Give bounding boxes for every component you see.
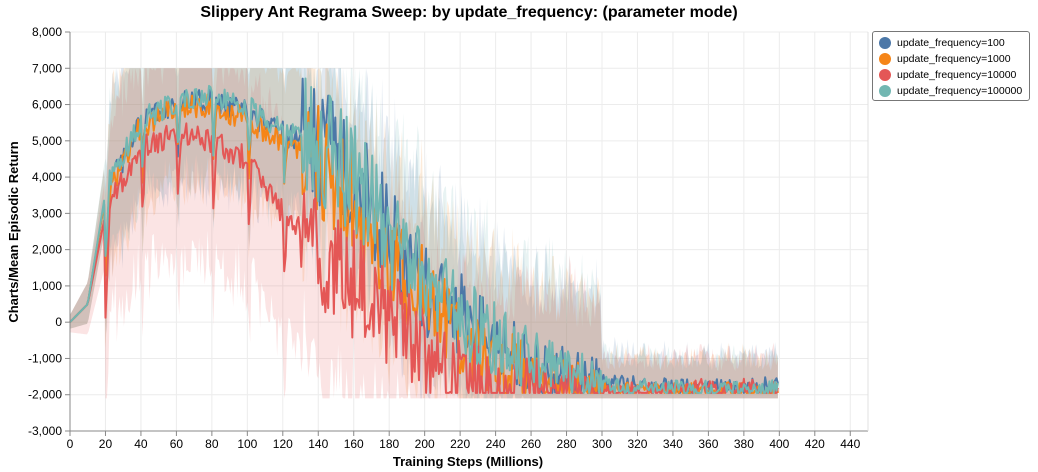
x-tick-label: 200 — [415, 437, 435, 451]
x-axis-title: Training Steps (Millions) — [393, 454, 543, 469]
y-tick-labels: 8,000 7,000 6,000 5,000 4,000 3,000 2,000 1,000… — [28, 25, 62, 438]
y-tick-label: -3,000 — [28, 424, 62, 438]
legend-label: update_frequency=100 — [897, 37, 1005, 49]
x-tick-label: 420 — [805, 437, 825, 451]
x-tick-label: 220 — [450, 437, 470, 451]
x-tick-label: 180 — [379, 437, 399, 451]
x-tick-label: 0 — [67, 437, 74, 451]
x-tick-label: 40 — [134, 437, 148, 451]
x-tick-label: 400 — [769, 437, 789, 451]
chart-title: Slippery Ant Regrama Sweep: by update_fr… — [200, 4, 738, 21]
x-tick-label: 320 — [627, 437, 647, 451]
y-tick-label: 4,000 — [32, 170, 62, 184]
series-lines — [69, 77, 779, 394]
y-tick-label: -2,000 — [28, 388, 62, 402]
x-tick-label: 380 — [734, 437, 754, 451]
variance-bands — [70, 68, 778, 399]
x-tick-label: 20 — [99, 437, 113, 451]
y-tick-label: 0 — [55, 315, 62, 329]
x-tick-label: 80 — [205, 437, 219, 451]
legend-label: update_frequency=1000 — [897, 53, 1011, 65]
series-band — [70, 68, 778, 399]
series-band — [70, 68, 778, 399]
y-axis-title: Charts/Mean Episodic Return — [6, 141, 21, 322]
legend-item[interactable]: update_frequency=1000 — [879, 51, 1023, 67]
x-tick-label: 300 — [592, 437, 612, 451]
series-line — [69, 122, 779, 394]
y-tick-label: 7,000 — [32, 61, 62, 75]
y-tick-label: 2,000 — [32, 243, 62, 257]
x-tick-label: 280 — [557, 437, 577, 451]
y-tick-label: 3,000 — [32, 206, 62, 220]
legend-item[interactable]: update_frequency=100000 — [879, 83, 1023, 99]
legend-label: update_frequency=10000 — [897, 69, 1017, 81]
y-tick-label: 8,000 — [32, 25, 62, 39]
legend-label: update_frequency=100000 — [897, 85, 1023, 97]
series-band — [70, 68, 778, 399]
y-tick-label: 5,000 — [32, 134, 62, 148]
legend-swatch — [879, 37, 891, 49]
axes — [65, 31, 869, 436]
y-tick-label: 6,000 — [32, 98, 62, 112]
legend: update_frequency=100 update_frequency=10… — [872, 31, 1030, 101]
series-line — [69, 77, 779, 394]
legend-item[interactable]: update_frequency=10000 — [879, 67, 1023, 83]
x-tick-label: 440 — [840, 437, 860, 451]
x-tick-label: 360 — [698, 437, 718, 451]
x-tick-label: 120 — [273, 437, 293, 451]
x-tick-label: 240 — [486, 437, 506, 451]
x-tick-label: 140 — [308, 437, 328, 451]
x-tick-label: 60 — [170, 437, 184, 451]
series-band — [70, 68, 778, 399]
y-tick-label: 1,000 — [32, 279, 62, 293]
x-tick-label: 260 — [521, 437, 541, 451]
legend-swatch — [879, 85, 891, 97]
x-tick-label: 340 — [663, 437, 683, 451]
y-tick-label: -1,000 — [28, 351, 62, 365]
legend-item[interactable]: update_frequency=100 — [879, 35, 1023, 51]
legend-swatch — [879, 53, 891, 65]
x-tick-label: 100 — [237, 437, 257, 451]
legend-swatch — [879, 69, 891, 81]
x-tick-label: 160 — [344, 437, 364, 451]
x-tick-labels: 0 20 40 60 80 100 120 140 160 180 200 220 240 260 280 3… — [67, 437, 861, 451]
